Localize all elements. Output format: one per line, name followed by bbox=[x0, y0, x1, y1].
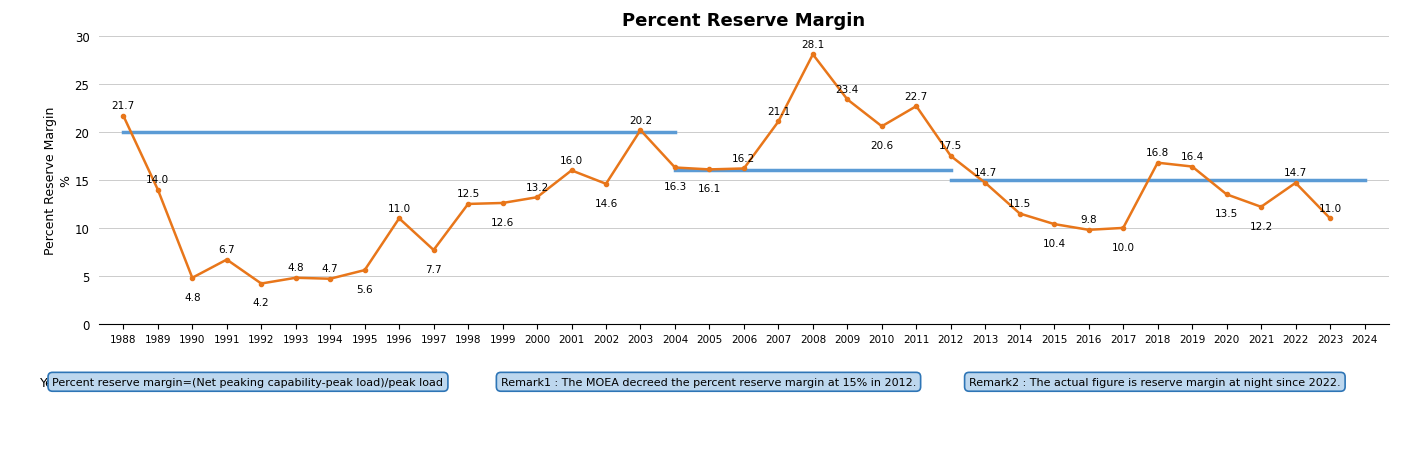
Text: 21.7: 21.7 bbox=[112, 101, 135, 111]
Actual Figure bbox=[356, 268, 373, 273]
Text: 12.6: 12.6 bbox=[490, 218, 514, 227]
Text: 13.2: 13.2 bbox=[526, 182, 548, 192]
Actual Figure bbox=[1287, 181, 1304, 186]
Text: 14.7: 14.7 bbox=[1284, 168, 1308, 178]
Text: 10.4: 10.4 bbox=[1043, 238, 1066, 249]
Text: 14.0: 14.0 bbox=[146, 175, 170, 185]
Actual Figure bbox=[252, 281, 269, 287]
Text: 9.8: 9.8 bbox=[1080, 215, 1097, 225]
Text: 7.7: 7.7 bbox=[425, 264, 442, 274]
Actual Figure bbox=[218, 257, 235, 263]
Actual Figure bbox=[1253, 205, 1270, 210]
Text: 6.7: 6.7 bbox=[218, 244, 235, 255]
Actual Figure bbox=[598, 181, 615, 187]
Actual Figure bbox=[1149, 161, 1166, 166]
Text: 16.2: 16.2 bbox=[733, 154, 755, 163]
Text: Remark2 : The actual figure is reserve margin at night since 2022.: Remark2 : The actual figure is reserve m… bbox=[969, 377, 1340, 387]
Actual Figure bbox=[425, 248, 442, 253]
Text: 12.2: 12.2 bbox=[1250, 221, 1272, 231]
Actual Figure bbox=[632, 128, 649, 134]
Actual Figure bbox=[1046, 222, 1063, 227]
Text: 4.8: 4.8 bbox=[184, 292, 201, 302]
Actual Figure bbox=[976, 181, 993, 186]
Actual Figure bbox=[529, 195, 546, 200]
Actual Figure bbox=[873, 124, 890, 130]
Text: 10.0: 10.0 bbox=[1112, 242, 1135, 252]
Text: 20.6: 20.6 bbox=[870, 141, 893, 151]
Actual Figure bbox=[805, 52, 822, 58]
Line: Actual Figure: Actual Figure bbox=[122, 53, 1332, 286]
Text: 22.7: 22.7 bbox=[904, 91, 928, 101]
Actual Figure bbox=[1219, 192, 1236, 198]
Actual Figure bbox=[322, 276, 339, 282]
Actual Figure bbox=[1115, 225, 1132, 231]
Text: 20.2: 20.2 bbox=[629, 115, 652, 125]
Actual Figure bbox=[184, 275, 201, 281]
Text: 14.7: 14.7 bbox=[973, 168, 998, 178]
Actual Figure bbox=[1012, 211, 1029, 217]
Text: 21.1: 21.1 bbox=[767, 106, 791, 117]
Text: 13.5: 13.5 bbox=[1214, 209, 1238, 219]
Text: Year: Year bbox=[40, 376, 67, 389]
Text: 16.8: 16.8 bbox=[1146, 148, 1169, 158]
Actual Figure bbox=[1183, 164, 1200, 170]
Actual Figure bbox=[563, 168, 580, 174]
Text: 14.6: 14.6 bbox=[594, 198, 618, 208]
Actual Figure bbox=[769, 119, 786, 125]
Actual Figure bbox=[666, 165, 683, 171]
Actual Figure bbox=[115, 114, 132, 119]
Actual Figure bbox=[701, 167, 718, 173]
Text: 4.8: 4.8 bbox=[288, 263, 305, 273]
Y-axis label: Percent Reserve Margin
%: Percent Reserve Margin % bbox=[44, 106, 72, 255]
Text: 11.5: 11.5 bbox=[1007, 199, 1032, 208]
Actual Figure bbox=[908, 104, 925, 110]
Text: 28.1: 28.1 bbox=[801, 40, 825, 50]
Text: 12.5: 12.5 bbox=[456, 189, 480, 199]
Text: 11.0: 11.0 bbox=[388, 203, 411, 213]
Text: Percent reserve margin=(Net peaking capability-peak load)/peak load: Percent reserve margin=(Net peaking capa… bbox=[52, 377, 444, 387]
Text: 16.0: 16.0 bbox=[560, 156, 584, 165]
Text: 4.2: 4.2 bbox=[252, 298, 269, 308]
Actual Figure bbox=[288, 275, 305, 281]
Text: 16.3: 16.3 bbox=[663, 182, 687, 192]
Actual Figure bbox=[839, 97, 856, 103]
Actual Figure bbox=[459, 202, 476, 207]
Text: 11.0: 11.0 bbox=[1318, 203, 1342, 213]
Actual Figure bbox=[495, 201, 512, 206]
Actual Figure bbox=[1080, 227, 1097, 233]
Text: 23.4: 23.4 bbox=[836, 85, 859, 94]
Text: 4.7: 4.7 bbox=[322, 263, 339, 274]
Text: 5.6: 5.6 bbox=[356, 284, 373, 294]
Text: Remark1 : The MOEA decreed the percent reserve margin at 15% in 2012.: Remark1 : The MOEA decreed the percent r… bbox=[500, 377, 917, 387]
Actual Figure bbox=[149, 188, 166, 193]
Title: Percent Reserve Margin: Percent Reserve Margin bbox=[622, 12, 866, 30]
Actual Figure bbox=[735, 166, 752, 172]
Text: 16.4: 16.4 bbox=[1180, 152, 1204, 162]
Actual Figure bbox=[942, 154, 959, 159]
Actual Figure bbox=[1322, 216, 1339, 222]
Text: 17.5: 17.5 bbox=[939, 141, 962, 151]
Actual Figure bbox=[391, 216, 408, 222]
Text: 16.1: 16.1 bbox=[697, 184, 721, 194]
